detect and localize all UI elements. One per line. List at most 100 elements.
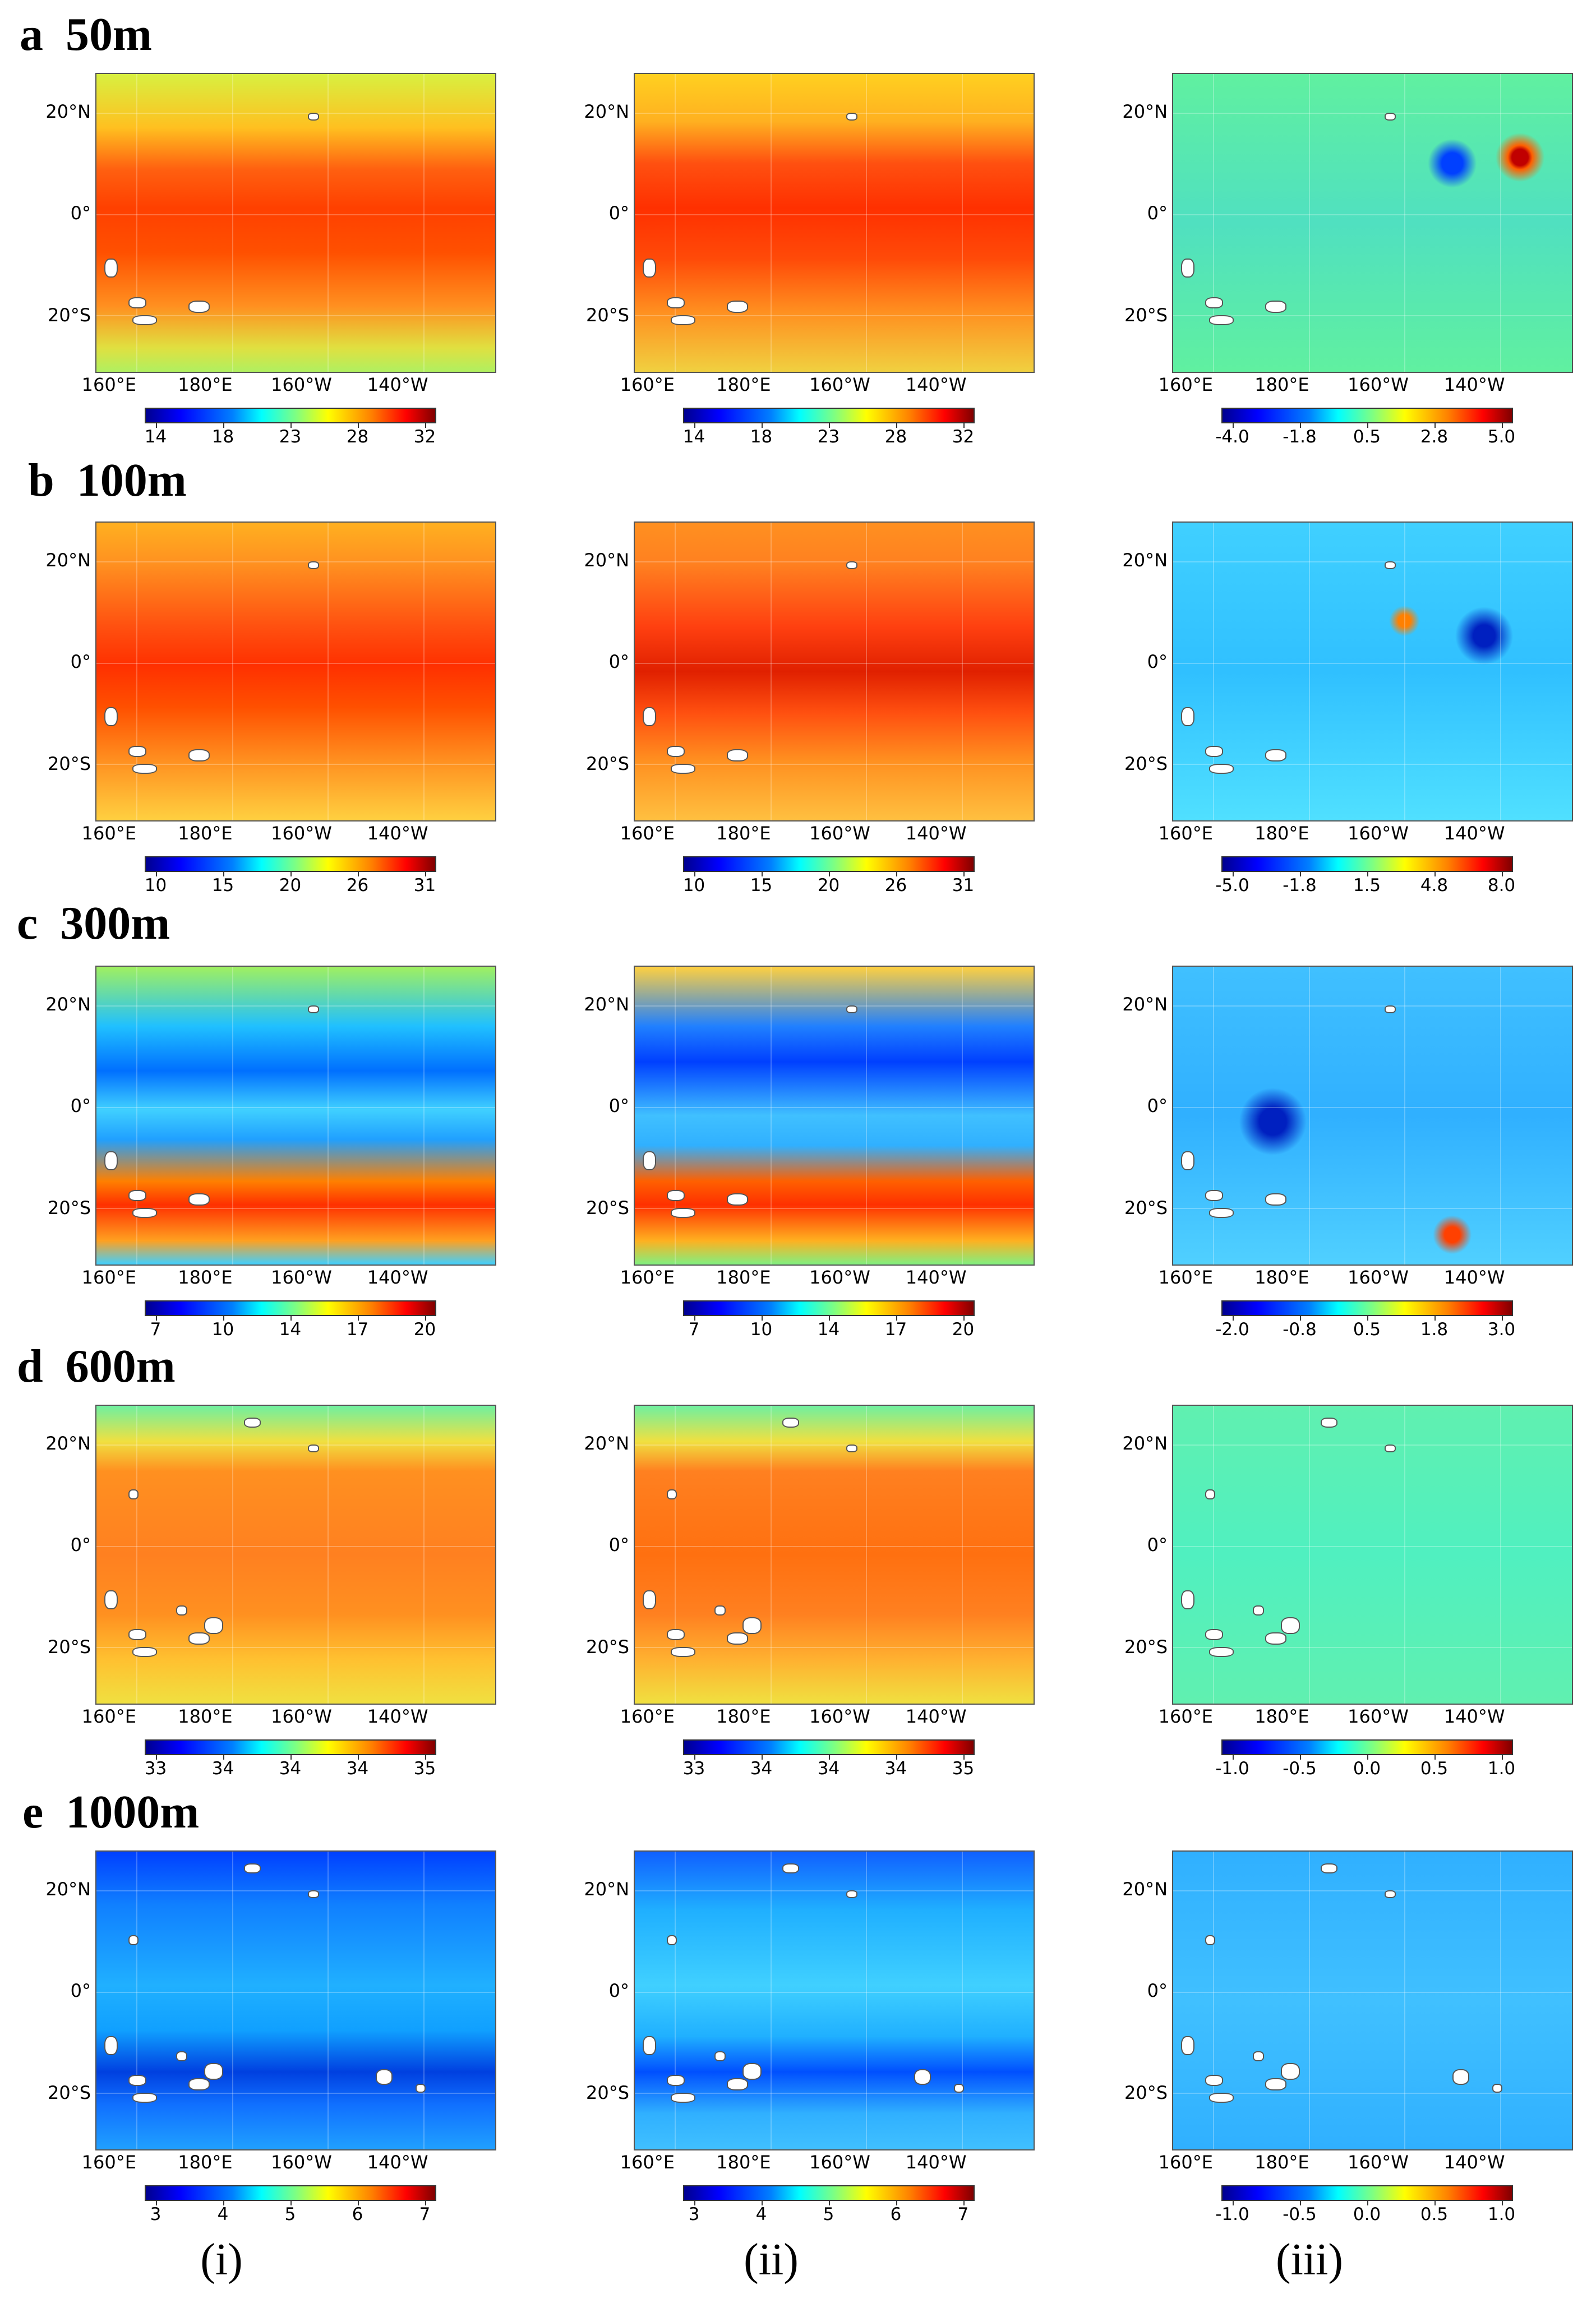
land-mask xyxy=(742,2063,762,2080)
colorbar-tick-label: 33 xyxy=(144,1759,167,1779)
colorbar xyxy=(682,2185,975,2201)
colorbar-tick-label: 0.0 xyxy=(1353,1759,1381,1779)
land-mask xyxy=(1321,1418,1338,1428)
lat-tick-label: 0° xyxy=(608,651,629,673)
colorbar xyxy=(1221,1300,1513,1316)
heatmap-field xyxy=(634,966,1035,1266)
lat-tick-label: 0° xyxy=(70,1534,91,1556)
lon-tick-label: 160°W xyxy=(271,2152,332,2173)
gridline xyxy=(635,764,1034,765)
lon-tick-label: 160°W xyxy=(1348,1706,1409,1727)
colorbar-tick-label: 7 xyxy=(419,2204,431,2224)
gridline xyxy=(1173,2093,1572,2094)
lon-tick-label: 140°W xyxy=(367,823,428,844)
lon-tick-label: 180°E xyxy=(178,2152,233,2173)
land-mask xyxy=(670,764,695,774)
lon-tick-label: 160°E xyxy=(1158,2152,1213,2173)
colorbar-tick xyxy=(896,1755,897,1760)
land-mask xyxy=(1205,297,1223,309)
gridline xyxy=(770,74,772,372)
colorbar-tick-label: 6 xyxy=(352,2204,363,2224)
gridline xyxy=(1308,74,1310,372)
colorbar-tick-label: 35 xyxy=(952,1759,975,1779)
gridline xyxy=(1404,1406,1406,1704)
gridline xyxy=(962,1406,963,1704)
colorbar-tick-label: 3 xyxy=(150,2204,162,2224)
land-mask xyxy=(128,2075,146,2087)
land-mask xyxy=(670,1647,695,1658)
gridline xyxy=(1173,1208,1572,1210)
gridline xyxy=(675,1852,676,2149)
land-mask xyxy=(666,2075,685,2087)
lat-tick-label: 20°S xyxy=(1124,304,1168,326)
land-mask xyxy=(1265,2078,1286,2090)
land-mask xyxy=(1181,1151,1195,1171)
colorbar-tick xyxy=(155,423,157,428)
land-mask xyxy=(1181,259,1195,278)
land-mask xyxy=(1452,2069,1469,2085)
colorbar-tick-label: 5 xyxy=(284,2204,296,2224)
map-panel-c-3: 20°N 0° 20°S 160°E 180°E 160°W 140°W -2.0 -0.8 0.… xyxy=(1099,960,1584,1350)
heatmap-field xyxy=(95,1850,496,2150)
colorbar-tick xyxy=(1299,423,1301,428)
lat-tick-label: 20°S xyxy=(1124,1197,1168,1219)
land-mask xyxy=(1265,1193,1286,1206)
row-letter: e xyxy=(22,1786,44,1838)
colorbar-tick xyxy=(828,2201,830,2205)
land-mask xyxy=(1205,1190,1223,1202)
lat-tick-label: 20°N xyxy=(1122,993,1168,1015)
colorbar-tick xyxy=(223,1755,224,1760)
land-mask xyxy=(375,2069,393,2085)
colorbar-tick xyxy=(1501,1316,1503,1321)
gridline xyxy=(136,1852,138,2149)
lat-tick-label: 20°S xyxy=(585,2082,629,2104)
row-letter: a xyxy=(20,8,43,61)
land-mask xyxy=(132,1647,157,1658)
colorbar-tick-label: 34 xyxy=(817,1759,840,1779)
colorbar-tick-label: 0.5 xyxy=(1420,2204,1449,2224)
colorbar-tick xyxy=(963,1316,965,1321)
colorbar-tick xyxy=(761,872,763,876)
gridline xyxy=(1173,561,1572,563)
gridline xyxy=(635,1106,1034,1108)
gridline xyxy=(327,967,329,1264)
gridline xyxy=(1213,1406,1215,1704)
colorbar-tick-label: -1.0 xyxy=(1215,2204,1249,2224)
gridline xyxy=(232,967,233,1264)
land-mask xyxy=(726,749,748,761)
land-mask xyxy=(104,259,118,278)
colorbar-tick xyxy=(425,1755,426,1760)
colorbar-tick xyxy=(1501,423,1503,428)
land-mask xyxy=(128,1629,146,1641)
lat-tick-label: 20°N xyxy=(45,100,91,122)
gridline xyxy=(327,1852,329,2149)
colorbar-tick-label: 34 xyxy=(346,1759,369,1779)
colorbar-tick xyxy=(357,1755,359,1760)
gridline xyxy=(635,1647,1034,1649)
land-mask xyxy=(1265,300,1286,313)
lat-tick-label: 0° xyxy=(1147,202,1168,224)
land-mask xyxy=(782,1863,800,1874)
land-mask xyxy=(415,2084,426,2093)
colorbar-tick-label: 10 xyxy=(211,1319,234,1340)
colorbar-tick-label: -5.0 xyxy=(1215,875,1249,896)
colorbar-tick xyxy=(155,1316,157,1321)
colorbar-tick xyxy=(1232,2201,1234,2205)
lat-tick-label: 20°N xyxy=(584,993,629,1015)
lon-tick-label: 140°W xyxy=(1443,823,1505,844)
lat-tick-label: 20°N xyxy=(1122,549,1168,571)
land-mask xyxy=(666,297,685,309)
colorbar-tick-label: 35 xyxy=(413,1759,436,1779)
lat-tick-label: 20°N xyxy=(584,1878,629,1900)
colorbar-tick-label: 17 xyxy=(346,1319,369,1340)
colorbar-tick xyxy=(761,2201,763,2205)
land-mask xyxy=(1253,2051,1265,2061)
gridline xyxy=(96,764,495,765)
gridline xyxy=(1173,1545,1572,1547)
map-panel-b-2: 20°N 0° 20°S 160°E 180°E 160°W 140°W 10 15 20 26 31 xyxy=(561,516,1046,906)
lon-tick-label: 140°W xyxy=(367,1267,428,1288)
row-letter: c xyxy=(17,897,38,949)
gridline xyxy=(635,2093,1034,2094)
land-mask xyxy=(953,2084,964,2093)
map-panel-b-1: 20°N 0° 20°S 160°E 180°E 160°W 140°W 10 15 20 26 31 xyxy=(22,516,508,906)
